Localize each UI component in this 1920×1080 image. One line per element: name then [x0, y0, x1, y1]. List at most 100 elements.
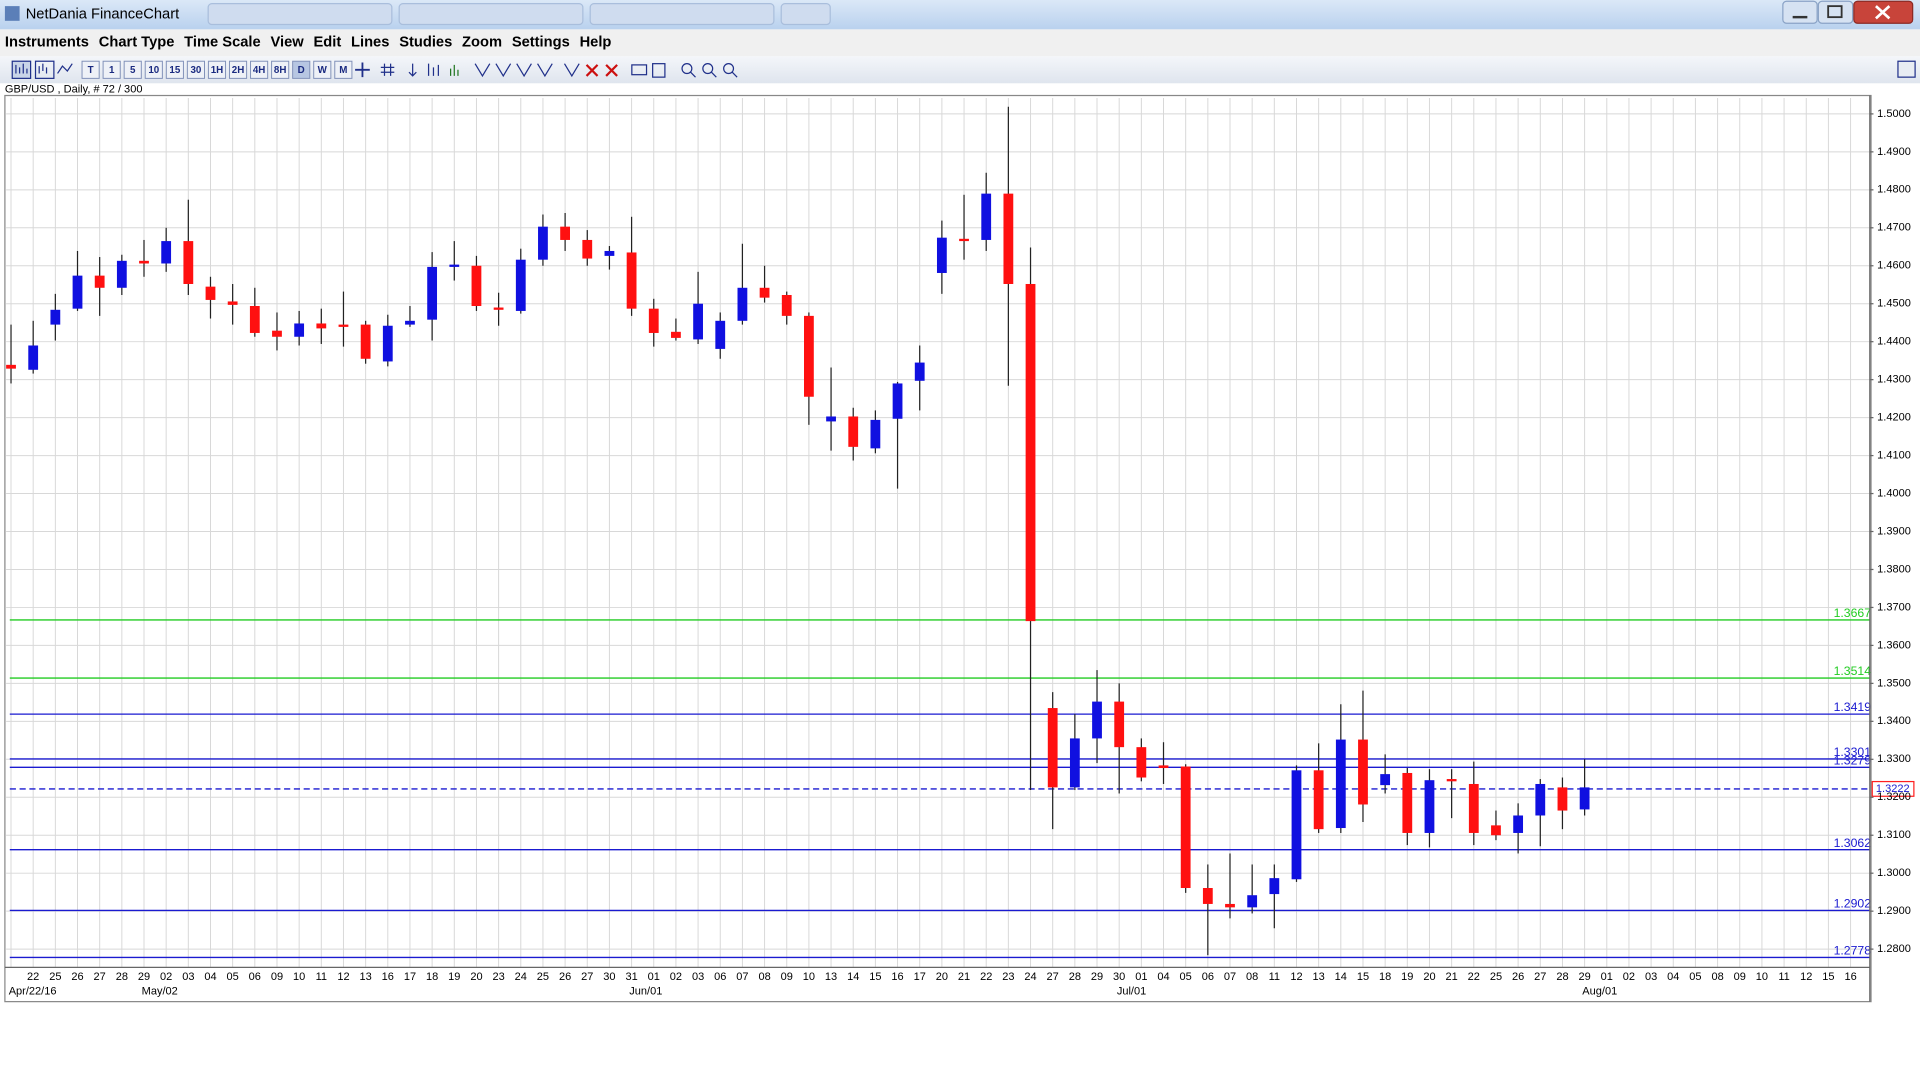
candle-body	[1069, 738, 1080, 788]
timescale-button[interactable]	[81, 60, 100, 79]
x-tick-label: 28	[1556, 971, 1568, 983]
candle-body	[1225, 903, 1235, 908]
timescale-button[interactable]	[123, 60, 142, 79]
x-tick-label: 03	[1645, 971, 1657, 983]
candle-body	[28, 345, 39, 370]
y-tick-label: 1.3400	[1877, 715, 1911, 727]
x-tick-label: 25	[49, 971, 61, 983]
y-tick-label: 1.3200	[1877, 791, 1911, 803]
menu-item[interactable]: Help	[580, 35, 612, 51]
timescale-button[interactable]	[334, 60, 353, 79]
candle-body	[382, 325, 393, 362]
timescale-button[interactable]	[313, 60, 332, 79]
timescale-button[interactable]	[228, 60, 248, 79]
browser-tab[interactable]	[207, 3, 393, 26]
x-tick-label: 17	[404, 971, 416, 983]
timescale-label: 15	[169, 65, 180, 76]
x-tick-label: 19	[1401, 971, 1413, 983]
candle-body	[1158, 765, 1169, 769]
timescale-button[interactable]	[144, 60, 163, 79]
timescale-buttons: T 1 5 10 15 30 1H 2H 4H 8H D W M	[81, 60, 353, 79]
x-tick-label: 13	[1313, 971, 1325, 983]
x-tick-label: 04	[1667, 971, 1679, 983]
x-tick-label: 21	[958, 971, 970, 983]
timescale-button[interactable]	[292, 60, 311, 79]
x-tick-label: 10	[293, 971, 305, 983]
menu-item[interactable]: Time Scale	[184, 35, 260, 51]
menu-item[interactable]: View	[270, 35, 304, 51]
candles	[6, 106, 1590, 956]
menu: Instruments Chart Type Time Scale View Edit L…	[5, 35, 612, 51]
timescale-label: M	[339, 65, 347, 76]
candle-body	[449, 264, 460, 267]
timescale-label: 5	[130, 65, 136, 76]
x-tick-label: 05	[1180, 971, 1192, 983]
x-tick-label: 29	[138, 971, 150, 983]
minimize-button[interactable]	[1782, 0, 1818, 24]
candle-body	[892, 383, 903, 419]
timescale-button[interactable]	[165, 60, 184, 79]
candle-body	[116, 260, 127, 288]
price-line-label: 1.3062	[1834, 836, 1872, 850]
x-tick-label: 21	[1445, 971, 1457, 983]
candle-body	[427, 266, 438, 320]
candle-body	[205, 286, 216, 300]
candle-body	[1424, 780, 1435, 833]
browser-tab[interactable]	[589, 3, 775, 26]
candle-body	[981, 193, 992, 240]
maximize-button[interactable]	[1817, 0, 1854, 24]
x-tick-label: 23	[1002, 971, 1014, 983]
price-line-label: 1.3667	[1834, 606, 1872, 620]
timescale-button[interactable]	[250, 60, 269, 79]
x-tick-label: 19	[448, 971, 460, 983]
price-line-label: 1.3279	[1834, 753, 1872, 767]
x-tick-label: 10	[1756, 971, 1768, 983]
x-tick-label: 03	[182, 971, 194, 983]
candle-body	[1025, 283, 1036, 622]
menu-item[interactable]: Edit	[313, 35, 341, 51]
y-tick-label: 1.5000	[1877, 108, 1911, 120]
candle-body	[1114, 701, 1125, 748]
menu-item[interactable]: Instruments	[5, 35, 89, 51]
timescale-label: W	[318, 65, 328, 76]
x-tick-label: 27	[581, 971, 593, 983]
candle-body	[1003, 193, 1014, 284]
menu-bar	[0, 29, 1920, 57]
candle-body	[94, 275, 105, 288]
y-tick-label: 1.4400	[1877, 336, 1911, 348]
last-price-box	[1871, 780, 1915, 797]
x-tick-label: 14	[847, 971, 859, 983]
menu-item[interactable]: Chart Type	[99, 35, 175, 51]
x-tick-label: 25	[1490, 971, 1502, 983]
candle-body	[826, 416, 836, 422]
candle-body	[272, 330, 282, 337]
menu-item[interactable]: Lines	[351, 35, 389, 51]
timescale-button[interactable]	[102, 60, 121, 79]
timescale-button[interactable]	[186, 60, 205, 79]
x-tick-label: 16	[382, 971, 394, 983]
menu-item[interactable]: Zoom	[462, 35, 502, 51]
y-tick-label: 1.4500	[1877, 298, 1911, 310]
candle-body	[294, 323, 305, 337]
timescale-button[interactable]	[271, 60, 290, 79]
browser-tab[interactable]	[398, 3, 584, 26]
x-tick-label: 22	[27, 971, 39, 983]
browser-tab[interactable]	[780, 3, 831, 26]
x-tick-label: 11	[1778, 971, 1789, 983]
candle-body	[715, 320, 726, 349]
plot-area	[4, 94, 1872, 1003]
candle-body	[316, 323, 327, 329]
menu-item[interactable]: Studies	[399, 35, 452, 51]
x-tick-label: 10	[803, 971, 815, 983]
x-tick-label: 27	[1534, 971, 1546, 983]
candle-body	[1557, 787, 1568, 811]
x-tick-label: 28	[1069, 971, 1081, 983]
x-tick-label: 20	[1423, 971, 1435, 983]
menu-item[interactable]: Settings	[512, 35, 570, 51]
timescale-button[interactable]	[207, 60, 227, 79]
timescale-label: 30	[190, 65, 201, 76]
candle-body	[1513, 815, 1524, 833]
candle-body	[671, 331, 681, 338]
candle-body	[1468, 783, 1479, 833]
